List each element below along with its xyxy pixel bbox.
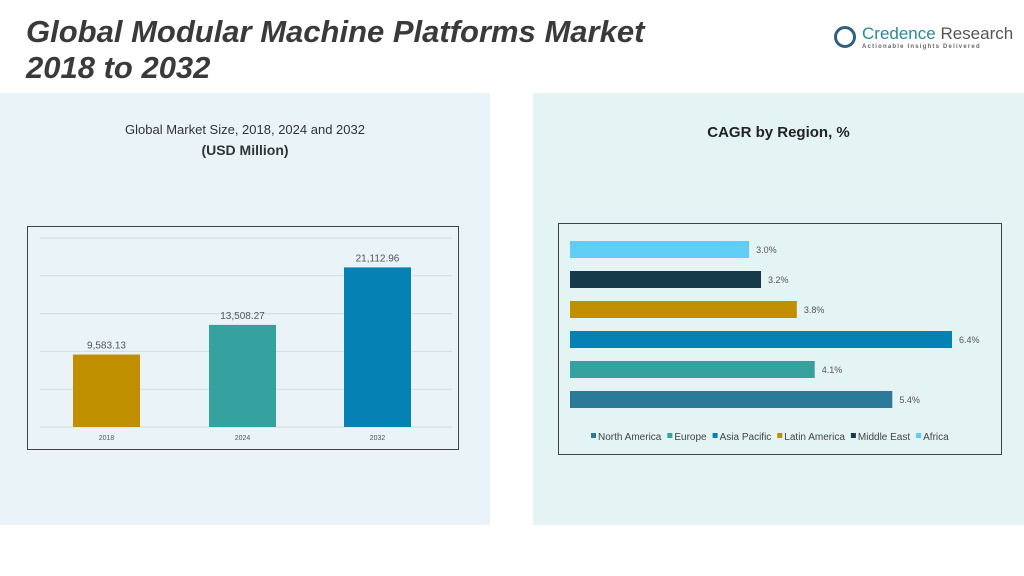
title-line-2: 2018 to 2032: [26, 50, 211, 85]
bar-asia-pacific: [570, 331, 952, 348]
legend-item: North America: [598, 432, 662, 443]
x-tick-label: 2024: [235, 435, 251, 442]
bar-2024: [209, 324, 276, 427]
data-label: 13,508.27: [220, 311, 265, 322]
bar-chart-title: Global Market Size, 2018, 2024 and 2032: [125, 122, 365, 137]
data-label: 21,112.96: [356, 253, 400, 264]
legend-item: Middle East: [858, 432, 910, 443]
logo: Credence Research Actionable Insights De…: [834, 24, 1013, 50]
bar-europe: [570, 361, 815, 378]
legend-swatch: [777, 433, 783, 438]
data-label: 6.4%: [959, 335, 980, 345]
logo-icon: [834, 26, 856, 48]
bar-middle-east: [570, 271, 761, 288]
bar-latin-america: [570, 301, 797, 318]
legend-item: Africa: [923, 432, 949, 443]
page-title: Global Modular Machine Platforms Market 2…: [26, 14, 644, 86]
title-line-1: Global Modular Machine Platforms Market: [26, 14, 645, 49]
cagr-chart-title: CAGR by Region, %: [707, 124, 850, 141]
legend-swatch: [667, 433, 673, 438]
legend-swatch: [591, 433, 596, 438]
logo-name-2: Research: [935, 24, 1014, 43]
legend-item: Latin America: [784, 432, 845, 443]
logo-tagline: Actionable Insights Delivered: [862, 44, 981, 50]
cagr-chart-frame: [558, 223, 1002, 455]
data-label: 5.4%: [899, 395, 920, 405]
bar-north-america: [570, 391, 893, 408]
data-label: 4.1%: [822, 365, 843, 375]
bar-chart-subtitle: (USD Million): [201, 142, 289, 158]
logo-name-1: Credence: [862, 24, 936, 43]
bar-africa: [570, 241, 750, 258]
x-tick-label: 2032: [370, 435, 386, 442]
legend-item: Europe: [674, 432, 707, 443]
x-tick-label: 2018: [99, 435, 115, 442]
data-label: 3.2%: [768, 275, 789, 285]
legend-swatch: [916, 433, 922, 438]
logo-name: Credence Research: [862, 24, 1013, 44]
bar-2018: [73, 354, 140, 427]
bar-2032: [344, 267, 411, 427]
data-label: 3.0%: [756, 245, 777, 255]
legend-item: Asia Pacific: [720, 432, 772, 443]
bar-chart-frame: [27, 226, 459, 450]
data-label: 9,583.13: [87, 341, 126, 352]
legend-swatch: [850, 433, 856, 438]
legend-swatch: [712, 433, 718, 438]
data-label: 3.8%: [804, 305, 825, 315]
